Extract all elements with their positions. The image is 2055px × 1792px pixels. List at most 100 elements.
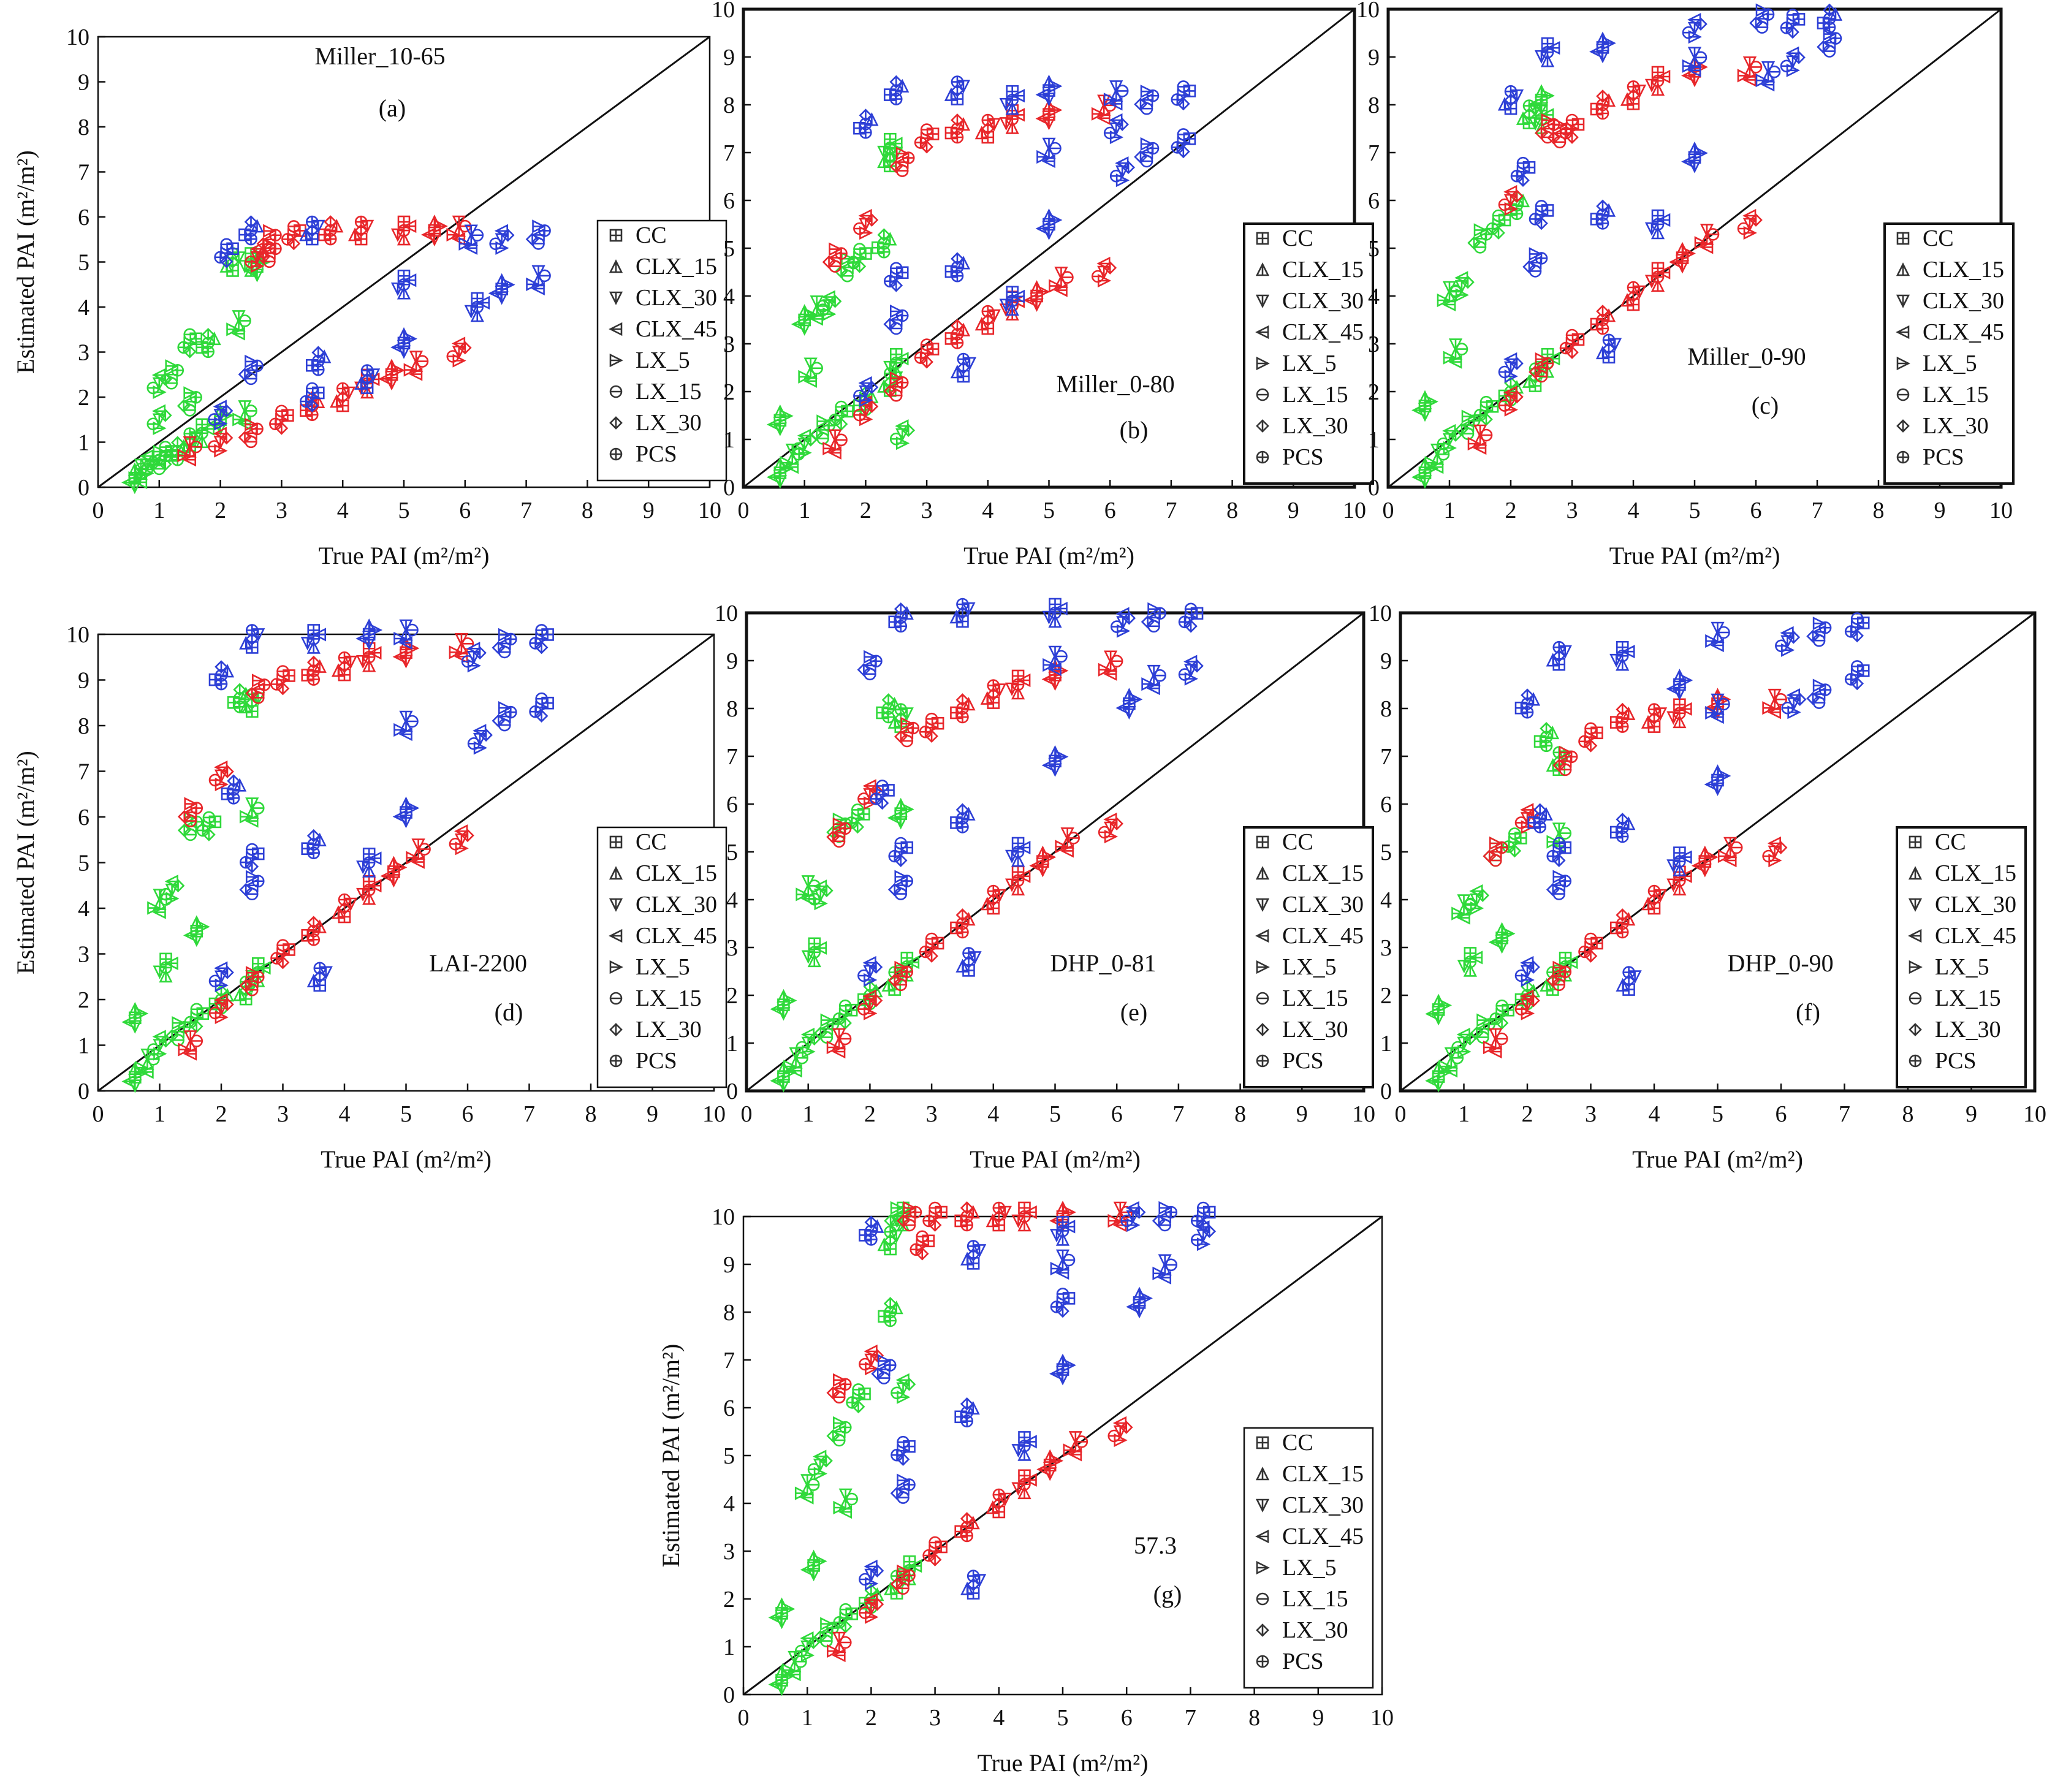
data-point-red <box>832 1648 846 1663</box>
legend-marker-icon <box>1255 898 1270 912</box>
data-point-red <box>1723 853 1737 868</box>
data-point-blue <box>311 346 325 360</box>
data-point-blue <box>1622 816 1636 830</box>
data-point-red <box>1067 832 1080 845</box>
data-point-blue <box>1616 978 1630 992</box>
legend: CC CLX_15 CLX_30 CLX_45 LX_5 LX_15 LX_30 PCS <box>596 826 727 1088</box>
legend-marker-icon <box>1908 866 1923 880</box>
legend-marker-icon <box>1909 1023 1922 1036</box>
data-point-blue <box>1109 97 1123 111</box>
data-point-red <box>902 151 915 164</box>
data-point-blue <box>1011 289 1025 303</box>
data-point-blue <box>403 273 417 287</box>
y-tick-label: 2 <box>726 983 738 1009</box>
x-tick-label: 7 <box>1165 498 1177 523</box>
data-point-red <box>980 897 994 911</box>
data-point-blue <box>393 631 408 646</box>
data-point-red <box>446 350 460 363</box>
y-tick-label: 9 <box>723 45 735 70</box>
scatter-panel-g: 0 1 2 3 4 5 6 7 8 9 10 0 1 2 3 4 5 6 7 8 9 10 True PAI (m²/m²)… <box>657 1201 1394 1777</box>
y-tick-label: 2 <box>723 1587 735 1612</box>
data-point-red <box>951 319 964 333</box>
data-point-blue <box>1781 701 1794 715</box>
data-point-blue <box>1539 807 1553 821</box>
data-point-green <box>177 824 191 837</box>
data-point-green <box>800 1563 814 1577</box>
data-point-red <box>1565 750 1578 764</box>
data-point-blue <box>1129 693 1143 707</box>
data-point-green <box>1522 374 1537 388</box>
y-tick-label: 8 <box>723 93 735 118</box>
data-point-red <box>449 837 462 851</box>
data-point-red <box>1762 849 1775 863</box>
scatter-panel-f: 0 1 2 3 4 5 6 7 8 9 10 0 1 2 3 4 5 6 7 8 9 10 True PAI (m²/m²)… <box>1369 601 2046 1173</box>
data-point-green <box>1528 117 1543 131</box>
x-tick-label: 2 <box>215 498 226 523</box>
data-point-red <box>1011 669 1025 683</box>
data-point-red <box>835 247 848 260</box>
data-point-red <box>1547 118 1560 131</box>
data-point-blue <box>362 864 376 878</box>
data-point-red <box>1673 881 1687 896</box>
data-point-blue <box>1755 74 1769 88</box>
data-point-red <box>1650 278 1665 292</box>
data-point-blue <box>1829 32 1842 45</box>
data-point-red <box>1091 270 1104 283</box>
data-point-blue <box>501 228 515 242</box>
data-point-red <box>1467 436 1481 451</box>
data-point-blue <box>1541 204 1554 217</box>
data-point-green <box>1541 89 1555 103</box>
data-point-blue <box>1679 673 1693 688</box>
data-point-green <box>889 432 903 446</box>
data-point-blue <box>1183 132 1196 145</box>
data-point-blue <box>1164 1258 1178 1272</box>
data-point-blue <box>397 269 411 283</box>
data-point-red <box>281 233 294 246</box>
data-point-red <box>1110 817 1123 830</box>
data-point-green <box>813 941 827 955</box>
x-tick-label: 10 <box>1989 498 2013 523</box>
data-point-red <box>1510 189 1524 203</box>
data-point-blue <box>479 728 493 742</box>
data-point-blue <box>368 851 382 865</box>
legend-entry: LX_30 <box>636 1017 702 1042</box>
y-tick-label: 5 <box>726 840 738 865</box>
data-point-red <box>1622 706 1636 720</box>
x-tick-label: 4 <box>993 1705 1005 1731</box>
data-point-blue <box>955 803 970 817</box>
data-point-red <box>1029 859 1043 873</box>
data-point-blue <box>1153 607 1166 620</box>
data-point-blue <box>1761 78 1775 92</box>
data-point-blue <box>951 252 964 266</box>
data-point-green <box>238 314 251 327</box>
data-point-green <box>1411 403 1426 417</box>
data-point-red <box>461 829 474 843</box>
data-point-blue <box>1527 816 1540 829</box>
data-point-blue <box>1657 213 1671 227</box>
data-point-red <box>1011 1482 1025 1496</box>
data-point-red <box>1767 705 1781 719</box>
data-point-green <box>832 1012 846 1025</box>
x-tick-label: 5 <box>1049 1101 1061 1127</box>
data-point-red <box>998 1492 1012 1506</box>
data-point-red <box>406 851 420 865</box>
data-point-green <box>232 412 246 427</box>
x-tick-label: 6 <box>462 1101 474 1127</box>
legend-marker-icon <box>1255 262 1270 276</box>
y-tick-label: 2 <box>723 379 735 405</box>
legend-marker-icon <box>1896 232 1910 245</box>
legend-marker-icon <box>1256 450 1269 464</box>
data-point-blue <box>221 965 234 979</box>
data-point-red <box>960 1201 974 1215</box>
data-point-blue <box>1062 1292 1076 1305</box>
legend-entry: LX_5 <box>636 954 690 980</box>
data-point-red <box>1119 1421 1133 1434</box>
data-point-blue <box>1049 1229 1064 1243</box>
y-tick-label: 3 <box>723 332 735 357</box>
data-point-red <box>1669 255 1683 269</box>
legend-entry: CLX_15 <box>636 860 717 886</box>
data-point-red <box>1651 262 1665 275</box>
data-point-red <box>839 1378 852 1391</box>
data-point-red <box>397 215 411 229</box>
data-point-red <box>1107 1429 1121 1443</box>
